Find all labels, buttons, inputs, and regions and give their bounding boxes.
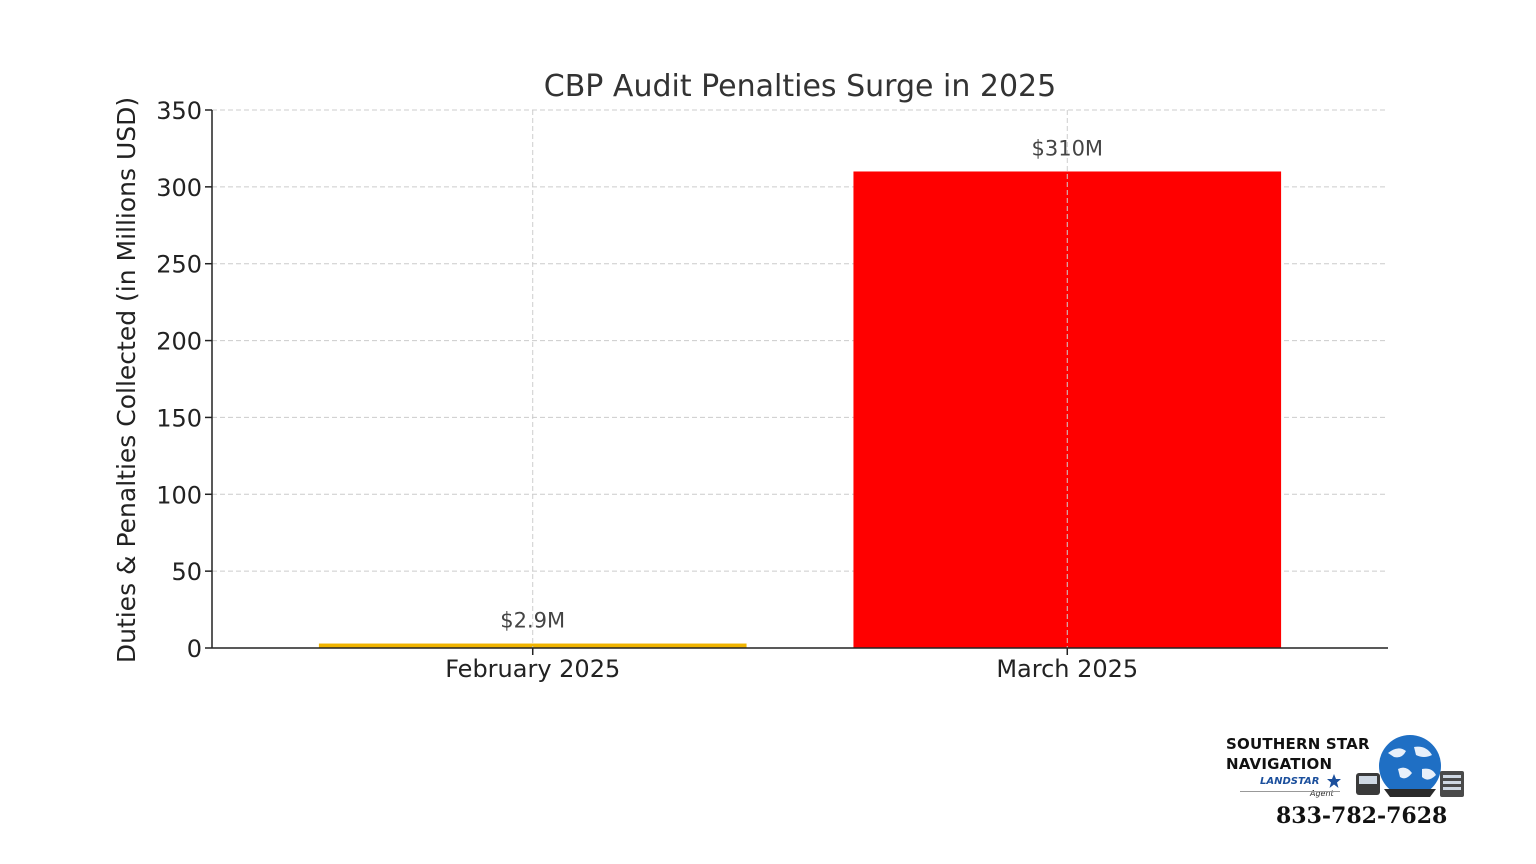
- x-tick-label: March 2025: [996, 655, 1138, 683]
- y-tick-label: 250: [156, 251, 202, 279]
- logo-line-2: NAVIGATION: [1226, 755, 1333, 773]
- y-tick-label: 0: [187, 635, 202, 663]
- data-label: $310M: [1031, 136, 1103, 160]
- y-tick-label: 300: [156, 174, 202, 202]
- axes: [205, 109, 1388, 655]
- logo-rule: [1240, 791, 1340, 792]
- logo-line-1: SOUTHERN STAR: [1226, 735, 1370, 753]
- labels: 0 50 100 150 200 250 300 350 February 2025 $2.9M M…: [156, 97, 1138, 683]
- star-icon: [1327, 774, 1341, 788]
- company-logo: SOUTHERN STAR NAVIGATION LANDSTAR Agent …: [1226, 733, 1466, 833]
- chart-title: CBP Audit Penalties Surge in 2025: [544, 69, 1056, 104]
- y-tick-label: 200: [156, 328, 202, 356]
- logo-sub: LANDSTAR: [1260, 776, 1320, 787]
- bars: [318, 171, 1282, 648]
- globe-icon: [1356, 735, 1464, 797]
- phone-number: 833-782-7628: [1276, 803, 1448, 829]
- y-tick-label: 100: [156, 481, 202, 509]
- bar: [318, 643, 747, 648]
- y-tick-label: 350: [156, 97, 202, 125]
- logo-agent: Agent: [1310, 789, 1334, 798]
- y-tick-label: 150: [156, 404, 202, 432]
- x-tick-label: February 2025: [445, 655, 620, 683]
- y-axis-label: Duties & Penalties Collected (in Million…: [112, 97, 141, 663]
- data-label: $2.9M: [500, 609, 565, 633]
- y-tick-label: 50: [171, 558, 202, 586]
- vertical-grid: [532, 110, 1068, 648]
